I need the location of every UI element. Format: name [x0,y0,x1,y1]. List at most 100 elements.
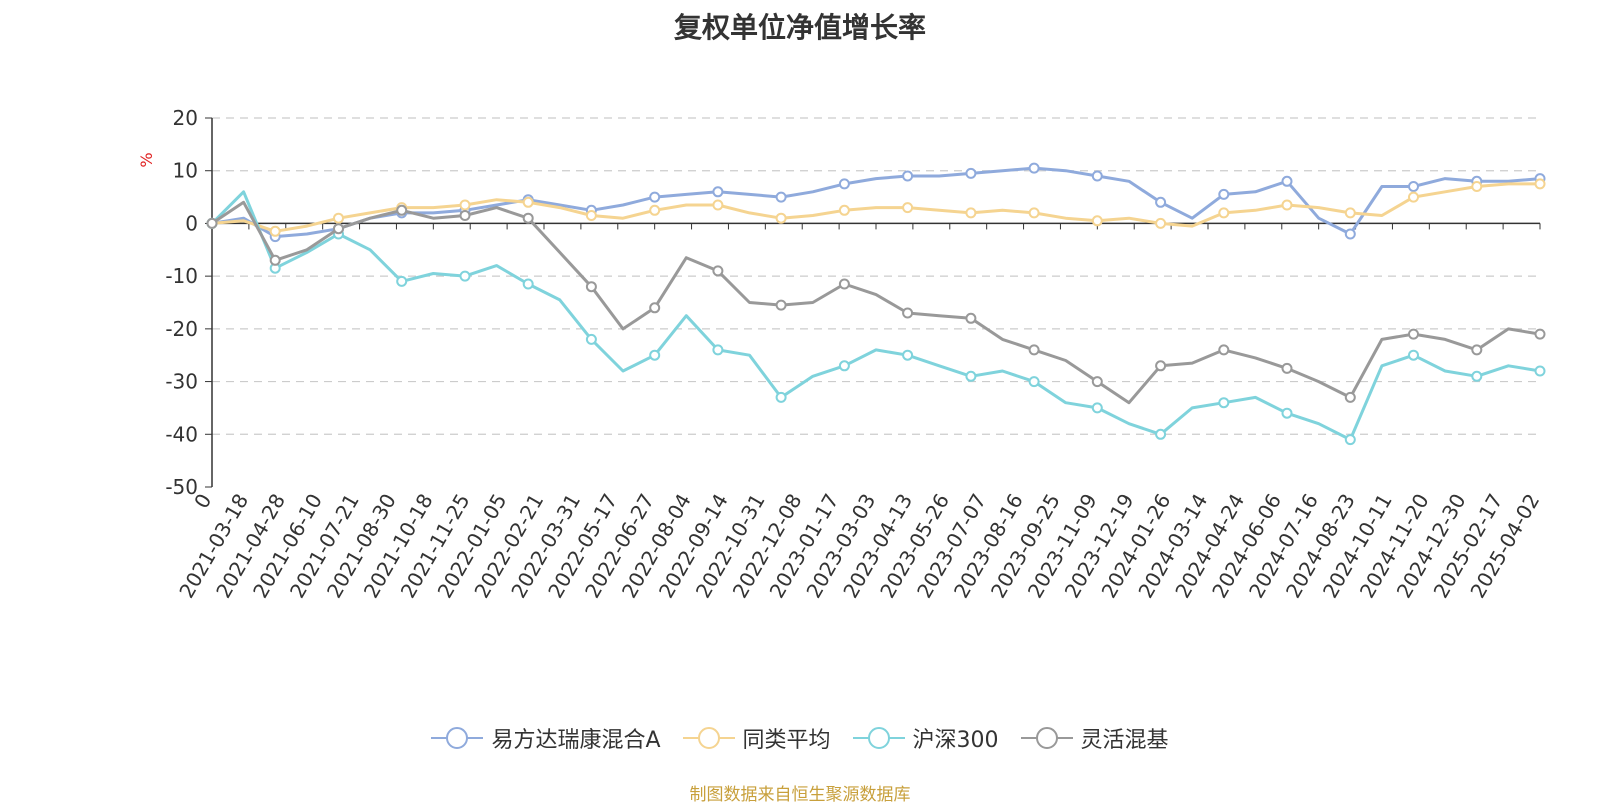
series-3-point-32 [1218,344,1230,356]
series-1-point-12 [585,210,597,221]
series-3-point-0 [206,217,218,229]
legend-item-series-2[interactable]: 沪深300 [852,722,999,754]
series-3-point-6 [396,204,408,216]
series-1-point-2 [269,225,281,237]
series-0-point-18 [775,191,787,203]
series-2-point-24 [965,370,977,382]
series-line-1 [211,182,1540,233]
x-tick-label-0: 0 [189,490,216,513]
series-3-point-36 [1344,391,1356,403]
series-2-point-32 [1218,397,1230,409]
y-tick-label-7: 20 [173,106,198,130]
series-3-point-2 [269,254,281,266]
series-1-point-10 [522,196,534,208]
series-2-point-8 [459,270,471,282]
series-0-point-26 [1028,162,1040,174]
series-1-point-36 [1344,207,1356,219]
series-3-point-16 [712,265,724,277]
legend-marker-3 [1035,727,1058,749]
legend-swatch-0 [431,727,484,749]
series-1-point-18 [775,212,787,224]
series-3-point-24 [965,312,977,324]
series-1-point-14 [649,204,661,216]
series-3-point-34 [1281,362,1293,374]
legend-item-series-1[interactable]: 同类平均 [682,722,831,754]
series-0-point-32 [1218,188,1230,200]
series-0-point-16 [712,186,724,198]
series-2-point-26 [1028,376,1040,388]
series-1-point-4 [333,212,344,224]
series-1-point-42 [1534,178,1546,190]
series-3-point-28 [1091,376,1103,388]
y-tick-label-6: 10 [173,159,198,183]
series-2-point-36 [1344,434,1356,446]
series-3-point-30 [1155,360,1167,372]
series-2-point-42 [1534,365,1546,377]
series-2-point-22 [902,349,914,361]
legend-marker-1 [697,727,720,749]
series-1-point-26 [1028,207,1040,219]
series-line-3 [211,200,1541,405]
series-2-point-20 [838,360,850,372]
series-3-point-42 [1534,328,1546,340]
series-3-point-22 [902,307,914,319]
series-1-point-22 [902,202,914,214]
series-3-point-8 [459,210,471,221]
series-2-point-6 [396,275,408,287]
series-3-point-10 [522,212,534,224]
series-2-point-40 [1471,370,1483,382]
series-3-point-14 [649,302,661,314]
legend-marker-2 [867,727,890,749]
series-3-point-40 [1471,344,1483,356]
series-1-point-20 [838,204,850,216]
series-line-2 [210,190,1541,442]
series-0-point-14 [649,191,661,203]
series-1-point-40 [1471,181,1483,192]
y-tick-label-0: -50 [165,475,198,499]
legend-label-0: 易方达瑞康混合A [491,728,661,753]
series-2-point-28 [1091,402,1103,414]
series-0-point-38 [1408,181,1419,192]
series-2-point-18 [775,391,787,403]
series-1-point-8 [459,199,471,211]
series-0-point-36 [1344,228,1356,240]
data-source-note: 制图数据来自恒生聚源数据库 [689,785,911,805]
series-1-point-16 [712,199,724,211]
series-2-point-12 [585,333,597,345]
series-3-point-38 [1408,328,1419,340]
series-1-point-30 [1155,217,1167,229]
series-1-point-24 [965,207,977,219]
y-tick-label-3: -20 [165,317,198,341]
series-1-point-38 [1408,191,1419,203]
series-2-point-14 [649,349,661,361]
series-3-point-26 [1028,344,1040,356]
y-tick-label-5: 0 [185,211,198,235]
y-axis-unit: % [137,152,156,167]
series-2-point-38 [1408,349,1419,361]
legend-label-3: 灵活混基 [1080,728,1169,753]
series-2-point-10 [522,278,534,290]
series-3-point-18 [775,299,787,311]
series-2-point-16 [712,344,724,356]
series-0-point-30 [1155,196,1167,208]
legend-swatch-1 [682,727,735,749]
series-0-point-24 [965,167,977,179]
series-2-point-30 [1155,428,1167,440]
series-0-point-28 [1091,170,1103,182]
series-0-point-20 [838,178,850,190]
series-1-point-32 [1218,207,1230,219]
legend-item-series-0[interactable]: 易方达瑞康混合A [431,722,661,754]
series-0-point-22 [902,170,914,182]
series-2-point-34 [1281,407,1293,419]
y-tick-label-1: -40 [165,422,198,446]
legend-label-1: 同类平均 [742,728,831,753]
legend-swatch-2 [852,727,905,749]
y-tick-label-4: -10 [165,264,198,288]
series-3-point-4 [333,223,344,235]
legend: 易方达瑞康混合A 同类平均 沪深300 灵活混基 [0,722,1600,754]
series-1-point-28 [1091,215,1103,227]
chart-title: 复权单位净值增长率 [673,11,926,44]
legend-item-series-3[interactable]: 灵活混基 [1020,722,1169,754]
legend-swatch-3 [1020,727,1073,749]
